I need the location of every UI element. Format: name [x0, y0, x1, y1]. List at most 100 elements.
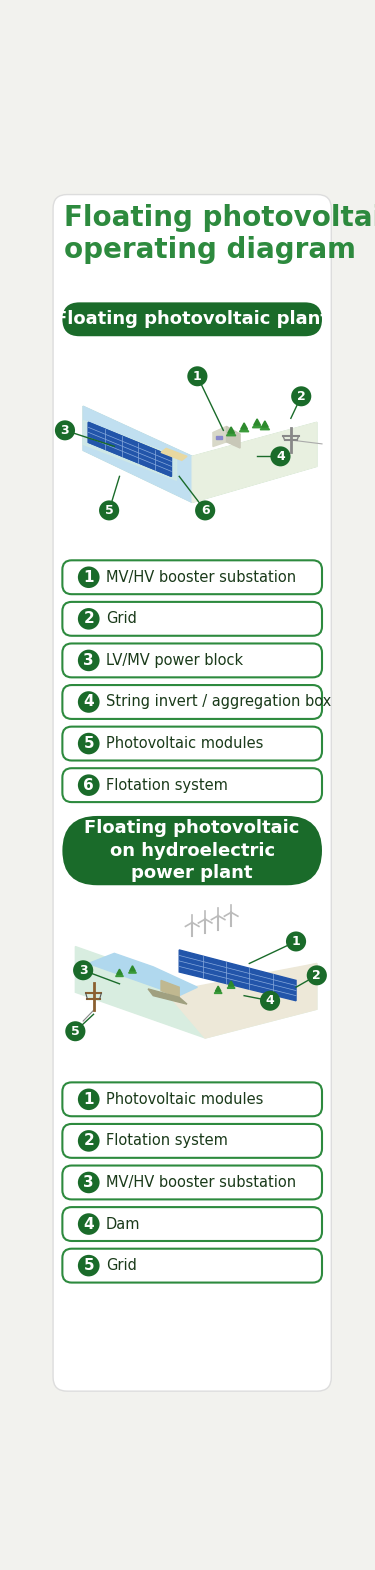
Text: 3: 3 — [61, 424, 69, 436]
Text: String invert / aggregation box: String invert / aggregation box — [106, 694, 331, 710]
Polygon shape — [227, 983, 235, 989]
Polygon shape — [148, 989, 187, 1005]
Text: 1: 1 — [84, 570, 94, 584]
Polygon shape — [75, 947, 317, 1038]
Circle shape — [78, 774, 100, 796]
Text: Floating photovoltaic plant: Floating photovoltaic plant — [55, 311, 329, 328]
Polygon shape — [226, 430, 236, 436]
FancyBboxPatch shape — [62, 1248, 322, 1283]
Text: 3: 3 — [79, 964, 87, 977]
Polygon shape — [130, 966, 135, 970]
Text: 3: 3 — [83, 653, 94, 667]
Polygon shape — [161, 980, 179, 997]
Polygon shape — [213, 427, 240, 440]
Text: MV/HV booster substation: MV/HV booster substation — [106, 1174, 296, 1190]
FancyBboxPatch shape — [62, 1082, 322, 1116]
Text: Flotation system: Flotation system — [106, 1134, 228, 1148]
Polygon shape — [216, 436, 222, 438]
Polygon shape — [262, 421, 268, 427]
Text: 4: 4 — [83, 694, 94, 710]
Circle shape — [78, 567, 100, 589]
Circle shape — [260, 991, 280, 1011]
Text: 5: 5 — [83, 1258, 94, 1273]
Circle shape — [78, 1214, 100, 1236]
Text: 2: 2 — [297, 389, 306, 403]
FancyBboxPatch shape — [53, 195, 331, 1391]
Polygon shape — [226, 427, 240, 447]
Polygon shape — [192, 422, 317, 502]
Polygon shape — [88, 953, 197, 995]
Circle shape — [78, 1171, 100, 1193]
Text: Dam: Dam — [106, 1217, 140, 1231]
Polygon shape — [83, 407, 317, 502]
FancyBboxPatch shape — [62, 303, 322, 336]
FancyBboxPatch shape — [62, 1207, 322, 1240]
Circle shape — [187, 366, 207, 386]
Polygon shape — [228, 981, 234, 986]
Polygon shape — [117, 969, 122, 973]
Text: Grid: Grid — [106, 1258, 136, 1273]
Polygon shape — [215, 986, 221, 991]
Polygon shape — [213, 427, 226, 446]
Circle shape — [55, 421, 75, 440]
Circle shape — [73, 961, 93, 980]
Circle shape — [78, 650, 100, 672]
Text: Flotation system: Flotation system — [106, 777, 228, 793]
Polygon shape — [129, 969, 136, 973]
Text: LV/MV power block: LV/MV power block — [106, 653, 243, 667]
Circle shape — [78, 608, 100, 630]
Text: 4: 4 — [266, 994, 274, 1008]
Polygon shape — [166, 964, 317, 1038]
FancyBboxPatch shape — [62, 1165, 322, 1199]
Circle shape — [307, 966, 327, 986]
FancyBboxPatch shape — [62, 644, 322, 677]
Text: 2: 2 — [83, 1134, 94, 1148]
Polygon shape — [88, 422, 171, 476]
FancyBboxPatch shape — [62, 816, 322, 885]
FancyBboxPatch shape — [62, 768, 322, 802]
Text: Floating photovoltaic:
operating diagram: Floating photovoltaic: operating diagram — [64, 204, 375, 264]
Circle shape — [65, 1020, 86, 1041]
Text: 2: 2 — [312, 969, 321, 981]
Polygon shape — [83, 421, 177, 480]
Text: 3: 3 — [83, 1174, 94, 1190]
FancyBboxPatch shape — [62, 727, 322, 760]
Polygon shape — [214, 989, 222, 994]
Polygon shape — [252, 422, 262, 427]
Polygon shape — [179, 950, 296, 1000]
Circle shape — [78, 733, 100, 754]
Text: 2: 2 — [83, 611, 94, 626]
Circle shape — [99, 501, 119, 520]
Text: 6: 6 — [201, 504, 210, 517]
Polygon shape — [240, 425, 249, 432]
FancyBboxPatch shape — [62, 560, 322, 593]
Text: Photovoltaic modules: Photovoltaic modules — [106, 736, 263, 750]
Polygon shape — [260, 424, 270, 430]
Polygon shape — [254, 419, 260, 425]
Text: 4: 4 — [276, 451, 285, 463]
FancyBboxPatch shape — [62, 685, 322, 719]
Text: 1: 1 — [292, 936, 300, 948]
Text: 1: 1 — [84, 1091, 94, 1107]
Text: 4: 4 — [83, 1217, 94, 1231]
Polygon shape — [241, 422, 248, 429]
Circle shape — [78, 1088, 100, 1110]
Circle shape — [78, 1130, 100, 1152]
Text: 5: 5 — [71, 1025, 80, 1038]
Polygon shape — [83, 407, 192, 502]
Text: 6: 6 — [83, 777, 94, 793]
Circle shape — [291, 386, 311, 407]
Polygon shape — [161, 449, 187, 460]
Text: Grid: Grid — [106, 611, 136, 626]
Polygon shape — [88, 422, 171, 476]
Polygon shape — [228, 427, 234, 433]
Text: 5: 5 — [105, 504, 114, 517]
Text: MV/HV booster substation: MV/HV booster substation — [106, 570, 296, 584]
Text: Floating photovoltaic
on hydroelectric
power plant: Floating photovoltaic on hydroelectric p… — [84, 820, 300, 882]
FancyBboxPatch shape — [62, 1124, 322, 1157]
FancyBboxPatch shape — [62, 601, 322, 636]
Circle shape — [78, 691, 100, 713]
Text: 1: 1 — [193, 371, 202, 383]
Circle shape — [195, 501, 215, 520]
Text: 5: 5 — [83, 736, 94, 750]
